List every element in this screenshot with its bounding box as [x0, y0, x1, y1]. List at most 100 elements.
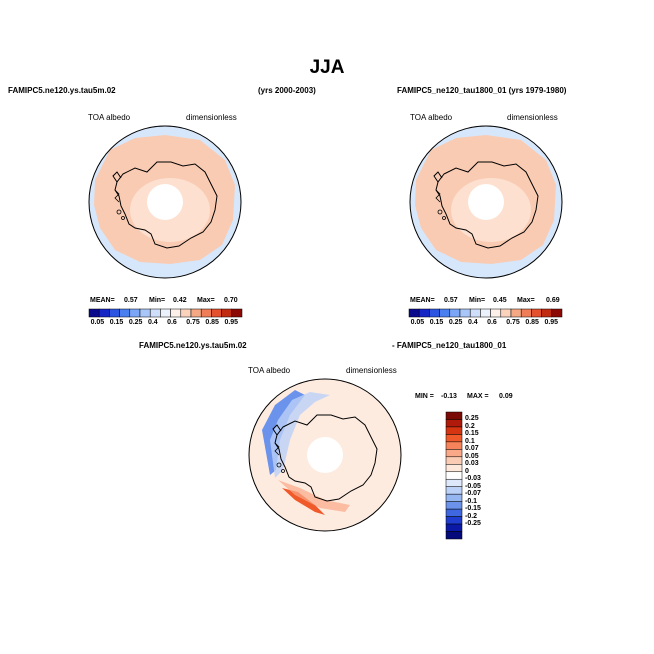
diff-colorbar-swatch: [445, 523, 463, 532]
diff-colorbar-swatch: [445, 508, 463, 517]
diff-colorbar-tick-label: -0.07: [465, 490, 481, 498]
diff-light-blue-band: [270, 392, 330, 478]
diff-light-red-band: [278, 480, 350, 512]
panel1-colorbar-swatch: [200, 308, 212, 318]
panel2-colorbar-swatch: [551, 308, 563, 318]
panel1-colorbar-tick-label: 0.6: [167, 319, 177, 326]
panel1-colorbar-swatch: [129, 308, 141, 318]
panel2-colorbar-swatch: [459, 308, 471, 318]
panel2-colorbar-swatch: [429, 308, 440, 318]
panel1-colorbar-tick-label: 0.75: [186, 319, 200, 326]
diff-colorbar-swatch: [445, 456, 463, 465]
panel2-colorbar-swatch: [480, 308, 491, 318]
diff-pole-hole: [307, 437, 343, 473]
diff-colorbar-swatch: [445, 478, 463, 487]
panel2-mean-label: MEAN=: [410, 297, 435, 304]
diff-red-band: [282, 488, 325, 515]
panel1-max-label: Max=: [197, 297, 215, 304]
diff-colorbar-swatch: [445, 449, 463, 458]
diff-colorbar-swatch: [445, 464, 463, 473]
diff-colorbar-swatch: [445, 441, 463, 450]
panel1-colorbar-swatch: [190, 308, 202, 318]
diff-colorbar-tick-label: 0.05: [465, 452, 479, 460]
panel2-colorbar-swatch: [408, 308, 420, 318]
panel1-colorbar-tick-label: 0.05: [90, 319, 105, 326]
panel1-colorbar-swatch: [231, 308, 243, 318]
panel1-colorbar-swatch: [139, 308, 151, 318]
panel2-colorbar-swatch: [541, 308, 553, 318]
diff-colorbar: [445, 411, 463, 540]
diff-colorbar-swatch: [445, 426, 463, 435]
diff-min-label: MIN =: [415, 393, 434, 400]
panel1-colorbar-tick-label: 0.95: [224, 319, 239, 326]
diff-colorbar-swatch: [445, 493, 463, 502]
panel2-colorbar-swatch: [439, 308, 451, 318]
diff-colorbar-tick-label: -0.15: [465, 505, 481, 513]
panel2-max-value: 0.69: [546, 297, 560, 304]
panel2-colorbar-tick-label: 0.95: [544, 319, 559, 326]
panel2-units: dimensionless: [507, 113, 558, 122]
diff-colorbar-swatch: [445, 411, 463, 420]
diff-colorbar-tick-label: -0.25: [465, 520, 481, 528]
diff-colorbar-tick-label: 0: [465, 467, 469, 475]
panel2-colorbar-swatch: [449, 308, 461, 318]
diff-colorbar-tick-label: 0.25: [465, 415, 479, 423]
panel2-colorbar-tick-label: 0.15: [429, 319, 444, 326]
panel1-case-label: FAMIPC5.ne120.ys.tau5m.02: [8, 86, 116, 95]
panel1-colorbar-swatch: [109, 308, 120, 318]
diff-max-label: MAX =: [467, 393, 489, 400]
diff-colorbar-tick-label: -0.03: [465, 475, 481, 483]
diff-colorbar-swatch: [445, 419, 463, 428]
diff-map: [248, 378, 402, 532]
diff-min-value: -0.13: [441, 393, 457, 400]
panel1-colorbar-swatch: [221, 308, 233, 318]
diff-colorbar-tick-label: 0.07: [465, 445, 479, 453]
diff-colorbar-swatch: [445, 434, 463, 443]
panel1-min-label: Min=: [149, 297, 166, 304]
panel1-max-value: 0.70: [224, 297, 238, 304]
panel2-colorbar-swatch: [469, 308, 481, 318]
panel2-case-label: FAMIPC5_ne120_tau1800_01 (yrs 1979-1980): [397, 86, 567, 95]
panel2-colorbar-tick-label: 0.4: [467, 319, 478, 326]
panel2-colorbar-swatch: [510, 308, 522, 318]
panel2-colorbar-swatch: [520, 308, 532, 318]
panel2-colorbar-tick-label: 0.6: [487, 319, 497, 326]
panel2-map: [409, 125, 563, 279]
panel1-colorbar-swatch: [149, 308, 161, 318]
diff-colorbar-swatch: [445, 516, 463, 525]
diff-units: dimensionless: [346, 366, 397, 375]
panel1-variable: TOA albedo: [88, 113, 131, 122]
panel2-min-value: 0.45: [493, 297, 507, 304]
diff-colorbar-tick-label: 0.2: [465, 422, 475, 430]
diff-colorbar-tick-label: 0.03: [465, 460, 479, 468]
panel2-colorbar-swatch: [418, 308, 430, 318]
panel2-colorbar-tick-label: 0.75: [506, 319, 520, 326]
diff-colorbar-tick-label: -0.1: [465, 497, 478, 505]
panel1-colorbar-tick-label: 0.4: [147, 319, 158, 326]
panel2-colorbar-swatch: [490, 308, 502, 318]
panel2-colorbar: [408, 308, 563, 318]
panel2-pole-hole: [468, 184, 504, 220]
panel1-colorbar-swatch: [180, 308, 192, 318]
panel2-colorbar-swatch: [500, 308, 512, 318]
panel1-units: dimensionless: [186, 113, 237, 122]
panel1-mean-label: MEAN=: [90, 297, 115, 304]
diff-colorbar-swatch: [445, 486, 463, 495]
panel1-colorbar-swatch: [119, 308, 131, 318]
page-title: JJA: [309, 57, 345, 78]
panel1-colorbar-tick-label: 0.85: [205, 319, 219, 326]
panel2-colorbar-tick-label: 0.25: [448, 319, 463, 326]
panel2-max-label: Max=: [517, 297, 535, 304]
diff-colorbar-swatch: [445, 501, 463, 510]
panel1-map: [88, 125, 242, 279]
panel1-colorbar-swatch: [170, 308, 182, 318]
panel1-colorbar-tick-label: 0.25: [128, 319, 143, 326]
panel1-colorbar-swatch: [211, 308, 222, 318]
diff-variable: TOA albedo: [248, 366, 291, 375]
panel2-colorbar-swatch: [531, 308, 542, 318]
panel1-min-value: 0.42: [173, 297, 187, 304]
diff-max-value: 0.09: [499, 393, 513, 400]
panel2-colorbar-tick-label: 0.85: [525, 319, 539, 326]
panel1-colorbar-tick-label: 0.15: [109, 319, 124, 326]
